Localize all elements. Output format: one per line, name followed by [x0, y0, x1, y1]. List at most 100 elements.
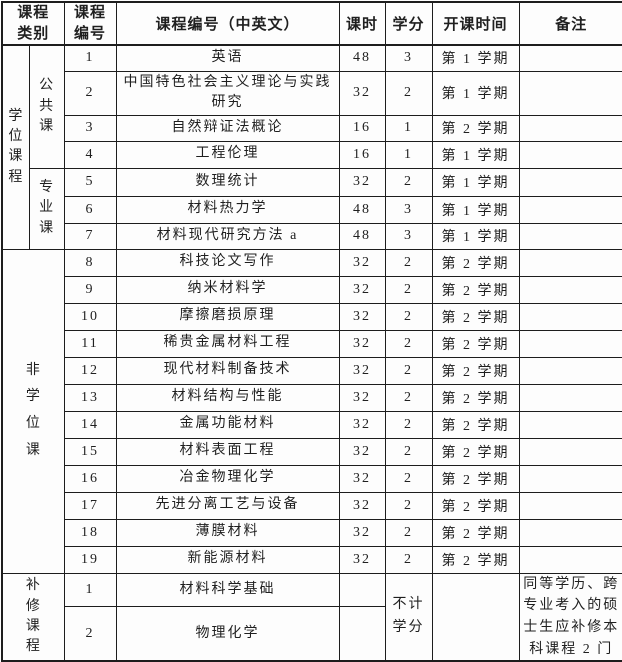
- course-remark-cell: [518, 302, 622, 331]
- makeup-term-cell: [431, 572, 520, 662]
- makeup-credits-note: 不计学分: [384, 572, 433, 662]
- course-term: 第 2 学期: [431, 545, 520, 574]
- course-row: 19 新能源材料 32 2 第 2 学期: [2, 545, 622, 574]
- header-course-no-label: 课程编号: [73, 5, 106, 42]
- course-hours: 32: [338, 491, 386, 520]
- course-remark-cell: [518, 195, 622, 224]
- course-hours: 16: [338, 114, 386, 142]
- course-row: 专业课 5 数理统计 32 2 第 1 学期: [2, 167, 622, 250]
- course-remark-cell: [518, 464, 622, 493]
- course-name: 材料现代研究方法 a: [115, 222, 340, 250]
- course-credits: 2: [384, 302, 433, 331]
- course-term: 第 1 学期: [431, 44, 520, 72]
- course-credits: 2: [384, 167, 433, 197]
- course-no: 15: [63, 437, 117, 466]
- course-remark-cell: [518, 114, 622, 142]
- course-credits: 2: [384, 491, 433, 520]
- course-credits: 2: [384, 464, 433, 493]
- course-row: 4 工程伦理 16 1 第 1 学期: [2, 140, 622, 169]
- course-term: 第 2 学期: [431, 437, 520, 466]
- course-credits: 2: [384, 383, 433, 412]
- course-hours: 32: [338, 167, 386, 197]
- course-credits: 2: [384, 356, 433, 385]
- course-credits: 2: [384, 437, 433, 466]
- course-remark-cell: [518, 545, 622, 574]
- course-name: 金属功能材料: [115, 410, 340, 439]
- course-credits: 2: [384, 545, 433, 574]
- course-row: 17 先进分离工艺与设备 32 2 第 2 学期: [2, 491, 622, 520]
- course-term: 第 2 学期: [431, 518, 520, 547]
- course-hours: 32: [338, 302, 386, 331]
- header-hours: 课时: [338, 1, 386, 46]
- course-row: 3 自然辩证法概论 16 1 第 2 学期: [2, 114, 622, 142]
- course-hours: 32: [338, 70, 386, 116]
- course-no: 12: [63, 356, 117, 385]
- course-remark-cell: [518, 437, 622, 466]
- course-row: 15 材料表面工程 32 2 第 2 学期: [2, 437, 622, 466]
- course-no: 3: [63, 114, 117, 142]
- course-hours: 48: [338, 222, 386, 250]
- course-no: 6: [63, 195, 117, 224]
- course-no: 4: [63, 140, 117, 169]
- course-term: 第 2 学期: [431, 410, 520, 439]
- course-term: 第 2 学期: [431, 275, 520, 304]
- course-credits: 3: [384, 222, 433, 250]
- course-credits: 1: [384, 140, 433, 169]
- course-credits: 2: [384, 275, 433, 304]
- course-credits: 3: [384, 44, 433, 72]
- course-credits: 2: [384, 329, 433, 358]
- course-credits: 1: [384, 114, 433, 142]
- course-term: 第 1 学期: [431, 140, 520, 169]
- header-remarks: 备注: [518, 1, 622, 46]
- course-term: 第 2 学期: [431, 329, 520, 358]
- course-hours: 32: [338, 410, 386, 439]
- makeup-course-no: 1: [63, 572, 117, 608]
- course-name: 稀贵金属材料工程: [115, 329, 340, 358]
- makeup-course-hours-cell: [338, 606, 386, 662]
- category-degree-label: 学位课程: [8, 108, 25, 185]
- makeup-course-no: 2: [63, 606, 117, 662]
- makeup-course-name: 材料科学基础: [115, 572, 340, 608]
- course-hours: 32: [338, 437, 386, 466]
- course-row: 2 中国特色社会主义理论与实践研究 32 2 第 1 学期: [2, 70, 622, 116]
- course-row: 14 金属功能材料 32 2 第 2 学期: [2, 410, 622, 439]
- course-name: 现代材料制备技术: [115, 356, 340, 385]
- course-term: 第 1 学期: [431, 70, 520, 116]
- course-credits: 2: [384, 518, 433, 547]
- makeup-row: 2 物理化学: [2, 606, 622, 662]
- course-term: 第 2 学期: [431, 491, 520, 520]
- course-credits: 2: [384, 70, 433, 116]
- course-term: 第 2 学期: [431, 248, 520, 277]
- course-term: 第 1 学期: [431, 222, 520, 250]
- course-no: 17: [63, 491, 117, 520]
- course-remark-cell: [518, 383, 622, 412]
- category-professional-label: 专业课: [39, 180, 56, 236]
- course-remark-cell: [518, 518, 622, 547]
- course-remark-cell: [518, 44, 622, 72]
- makeup-row: 补修课程 1 材料科学基础 不计学分 同等学历、跨专业考入的硕士生应补修本科课程…: [1, 572, 622, 662]
- course-hours: 48: [338, 195, 386, 224]
- course-name: 工程伦理: [115, 140, 340, 169]
- course-no: 14: [63, 410, 117, 439]
- header-course-no: 课程编号: [63, 1, 117, 46]
- course-row: 非学位课 8 科技论文写作 32 2 第 2 学期: [1, 248, 622, 574]
- course-term: 第 2 学期: [431, 464, 520, 493]
- course-row: 12 现代材料制备技术 32 2 第 2 学期: [2, 356, 622, 385]
- course-term: 第 2 学期: [431, 114, 520, 142]
- category-non-degree-label: 非学位课: [25, 362, 42, 458]
- course-remark-cell: [518, 222, 622, 250]
- course-hours: 32: [338, 275, 386, 304]
- header-category-label: 课程类别: [17, 5, 50, 42]
- category-professional-cell: 专业课: [28, 167, 65, 250]
- course-name: 科技论文写作: [115, 248, 340, 277]
- category-public-cell: 公共课: [28, 44, 65, 169]
- course-hours: 32: [338, 248, 386, 277]
- course-remark-cell: [518, 275, 622, 304]
- course-hours: 16: [338, 140, 386, 169]
- course-name: 新能源材料: [115, 545, 340, 574]
- course-name: 中国特色社会主义理论与实践研究: [115, 70, 340, 116]
- course-row: 18 薄膜材料 32 2 第 2 学期: [2, 518, 622, 547]
- course-name: 自然辩证法概论: [115, 114, 340, 142]
